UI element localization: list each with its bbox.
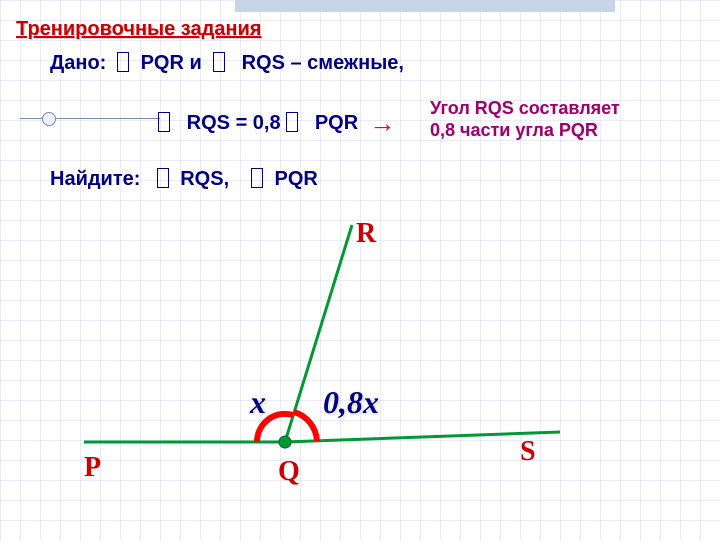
side-note: Угол RQS составляет 0,8 части угла PQR <box>430 98 620 141</box>
angle-label-08x: 0,8x <box>323 384 379 421</box>
note-line-1: Угол RQS составляет <box>430 98 620 120</box>
given-text-1: PQR и <box>141 52 202 74</box>
angle-icon <box>157 168 169 188</box>
given-text-2: RQS – смежные, <box>242 52 404 74</box>
find-label: Найдите: <box>50 168 140 190</box>
page-title: Тренировочные задания <box>16 18 261 41</box>
segment-qs <box>285 432 560 442</box>
binder-hole <box>42 112 56 126</box>
geometry-diagram: P Q R S x 0,8x <box>0 200 720 540</box>
top-accent-bar <box>235 0 615 12</box>
angle-label-x: x <box>250 384 266 421</box>
label-p: P <box>84 452 101 484</box>
label-s: S <box>520 436 536 468</box>
equation-line: RQS = 0,8 PQR → <box>158 108 395 139</box>
find-line: Найдите: RQS, PQR <box>50 168 318 191</box>
angle-icon <box>286 112 298 132</box>
given-label: Дано: <box>50 52 106 74</box>
eq-right: PQR <box>315 112 358 134</box>
vertex-q-dot <box>279 436 291 448</box>
diagram-svg <box>0 200 720 540</box>
angle-icon <box>251 168 263 188</box>
binder-line <box>20 118 160 119</box>
find-a1: RQS, <box>180 168 229 190</box>
note-line-2: 0,8 части угла PQR <box>430 120 620 142</box>
arrow-icon: → <box>369 108 395 138</box>
angle-icon <box>213 52 225 72</box>
eq-left: RQS = 0,8 <box>187 112 281 134</box>
label-q: Q <box>278 456 300 488</box>
arc-rqs <box>294 412 317 441</box>
angle-icon <box>158 112 170 132</box>
label-r: R <box>356 218 376 250</box>
angle-icon <box>117 52 129 72</box>
given-line: Дано: PQR и RQS – смежные, <box>50 52 404 75</box>
find-a2: PQR <box>275 168 318 190</box>
